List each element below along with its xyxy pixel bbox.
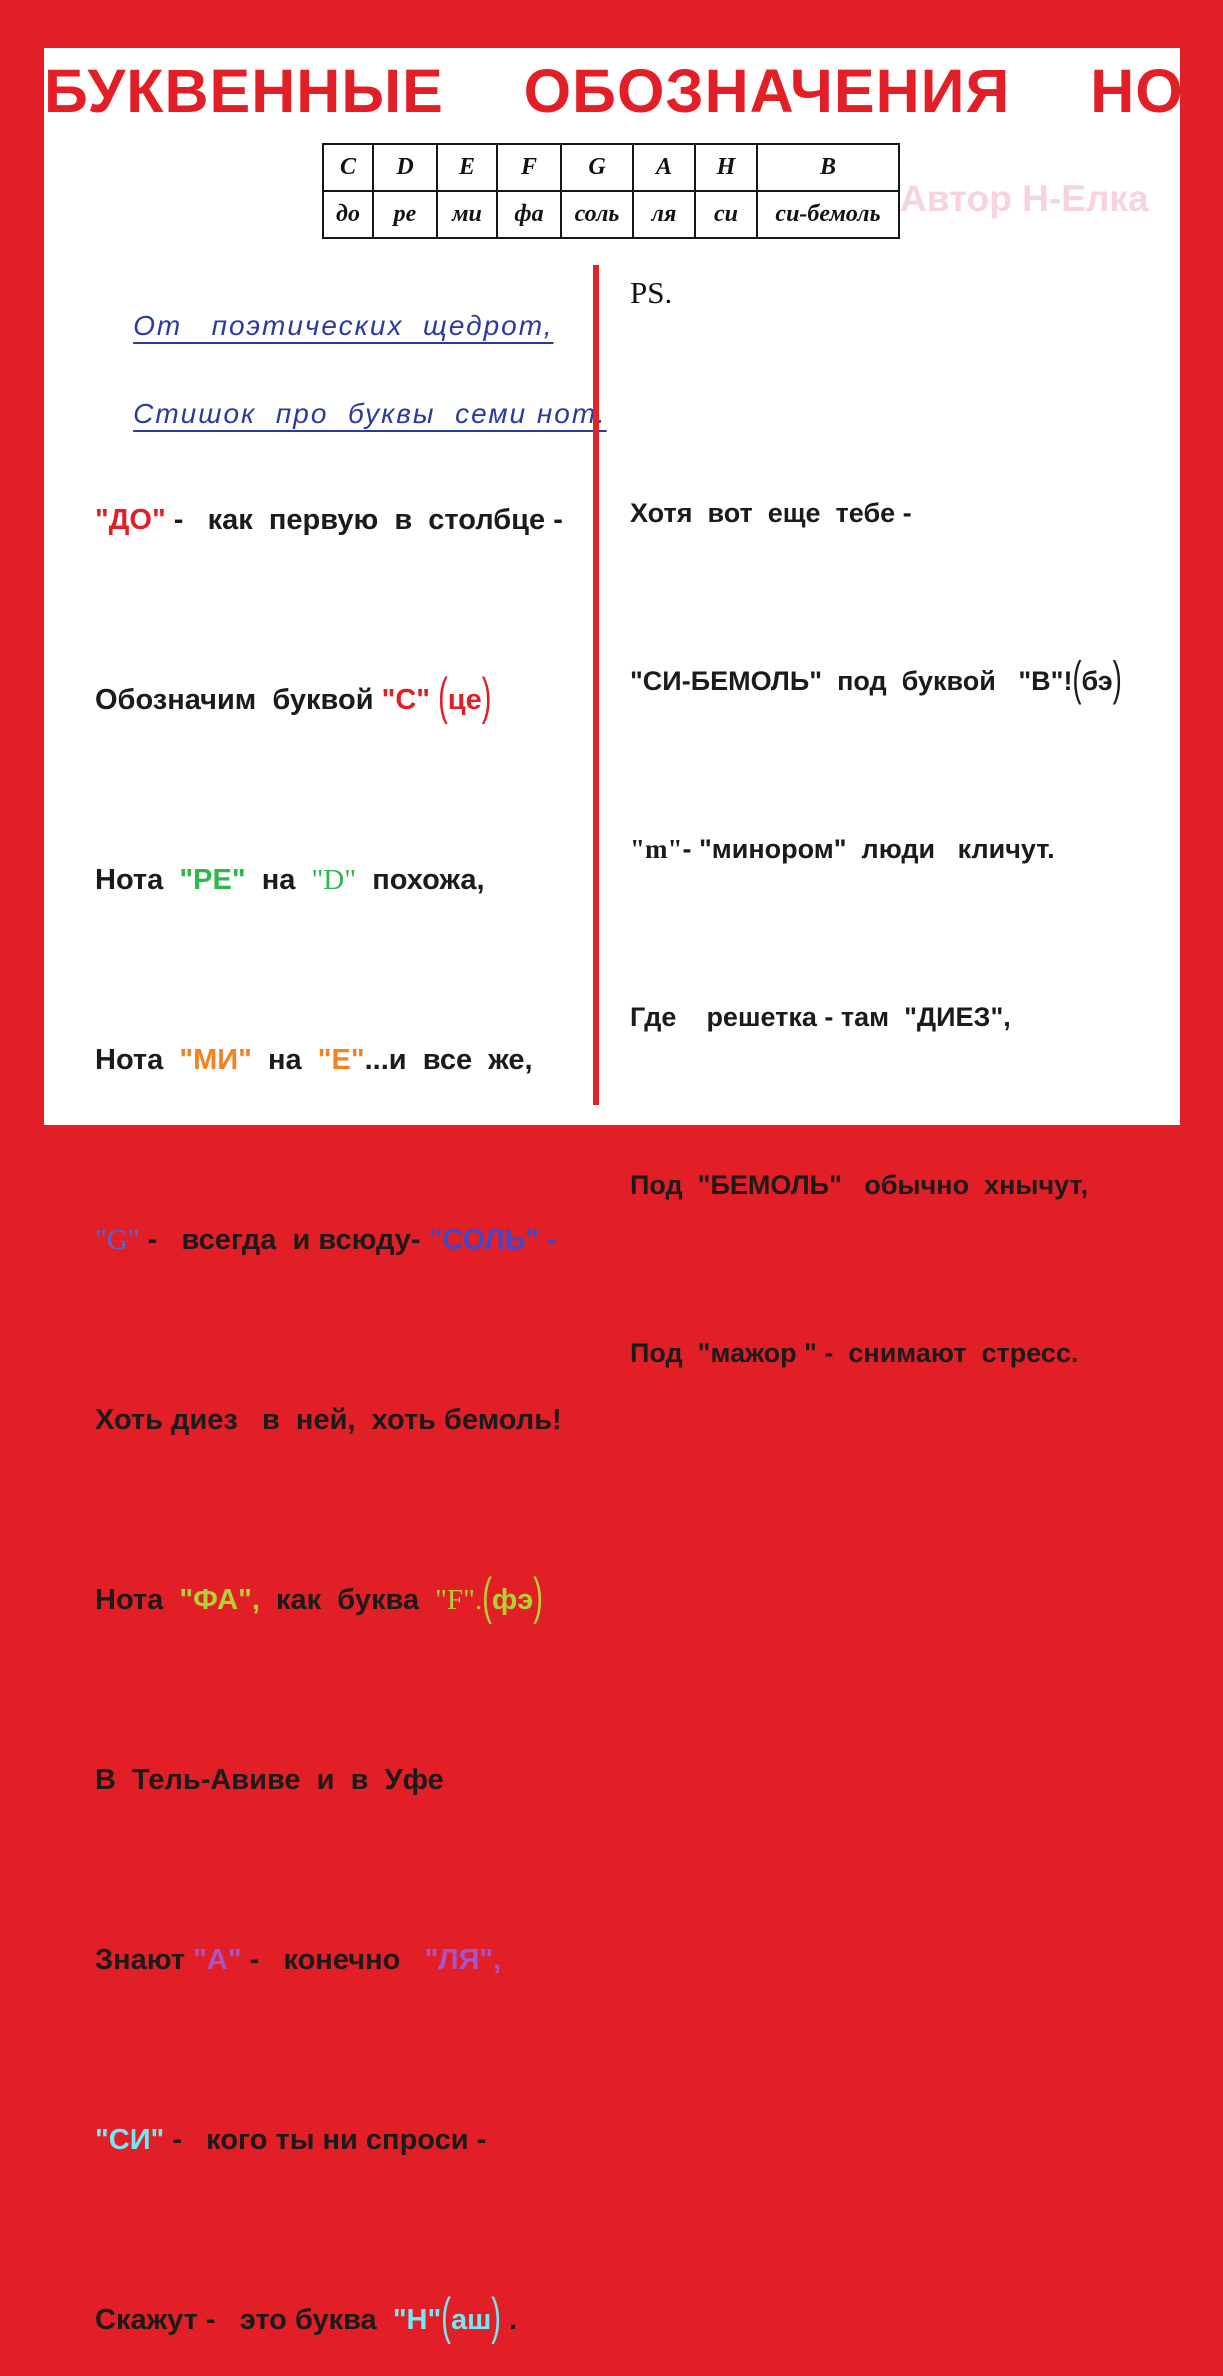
- cell-note-sol: соль: [560, 190, 634, 239]
- note-re: "РЕ": [179, 864, 246, 896]
- open-paren: (: [438, 669, 448, 726]
- cell-note-si: си: [694, 190, 758, 239]
- cell-note-sibemol: си-бемоль: [756, 190, 900, 239]
- right-poem-part1: Хотя вот еще тебе - "СИ-БЕМОЛЬ" под букв…: [630, 373, 1122, 1493]
- cell-letter-d: D: [372, 143, 438, 192]
- cell-note-re: ре: [372, 190, 438, 239]
- letter-h: "Н": [392, 2304, 442, 2336]
- left-poem: "ДО" - как первую в столбце - Обозначим …: [95, 370, 563, 2376]
- pron-tse: це: [447, 684, 482, 716]
- author-watermark: Автор Н-Елка: [900, 178, 1149, 219]
- cell-letter-b: B: [756, 143, 900, 192]
- poem-line-sharp-flat: Хоть диез в ней, хоть бемоль!: [95, 1404, 562, 1436]
- cell-letter-f: F: [496, 143, 562, 192]
- pron-fe: фэ: [491, 1584, 534, 1616]
- poem-line-c: Обозначим буквой "С" (це): [95, 670, 563, 730]
- cell-letter-c: C: [322, 143, 374, 192]
- open-paren: (: [441, 2289, 451, 2346]
- letter-e: "Е": [317, 1044, 365, 1076]
- cell-letter-a: A: [632, 143, 696, 192]
- letter-g: "G": [95, 1224, 140, 1256]
- cell-note-do: до: [322, 190, 374, 239]
- pron-ash: аш: [450, 2304, 492, 2336]
- poster: { "title": "БУКВЕННЫЕ ОБОЗНАЧЕНИЯ НОТ", …: [44, 48, 1223, 2346]
- close-paren: ): [533, 1569, 543, 1626]
- poem-line-r4: Где решетка - там "ДИЕЗ",: [630, 1002, 1011, 1032]
- letter-d: "D": [311, 864, 357, 896]
- poem-line-r6: Под "мажор " - снимают стресс.: [630, 1338, 1079, 1368]
- ps-label: PS.: [630, 275, 673, 310]
- table-row-letters: C D E F G A H B: [322, 143, 900, 192]
- note-la: "ЛЯ",: [424, 1944, 502, 1976]
- letter-c: "С": [381, 684, 439, 716]
- note-fa: "ФА",: [179, 1584, 260, 1616]
- page-title: БУКВЕННЫЕ ОБОЗНАЧЕНИЯ НОТ: [44, 57, 1223, 125]
- cell-letter-g: G: [560, 143, 634, 192]
- cell-note-mi: ми: [436, 190, 498, 239]
- poem-line-h: Скажут - это буква "Н"(аш) .: [95, 2290, 563, 2350]
- cell-note-la: ля: [632, 190, 696, 239]
- close-paren: ): [491, 2289, 501, 2346]
- poem-line-r1: Хотя вот еще тебе -: [630, 498, 912, 528]
- open-paren: (: [482, 1569, 492, 1626]
- column-divider: [593, 265, 599, 1105]
- poem-line-fa: Нота "ФА", как буква "F".(фэ): [95, 1570, 563, 1630]
- right-poem-part2: [630, 753, 660, 1537]
- poem-line-telaviv: В Тель-Авиве и в Уфе: [95, 1764, 444, 1796]
- poem-line-re: Нота "РЕ" на "D" похожа,: [95, 864, 485, 896]
- close-paren: ): [1112, 652, 1122, 706]
- note-si: "СИ": [95, 2124, 165, 2156]
- handwritten-line-1: От поэтических щедрот,: [133, 310, 554, 341]
- open-paren: (: [1072, 652, 1082, 706]
- poem-line-r3: "m"- "минором" люди кличут.: [630, 834, 1055, 864]
- table-row-syllables: до ре ми фа соль ля си си-бемоль: [322, 190, 900, 239]
- letter-f: "F".: [435, 1584, 483, 1616]
- cell-letter-h: H: [694, 143, 758, 192]
- content-panel: БУКВЕННЫЕ ОБОЗНАЧЕНИЯ НОТ C D E F G A H …: [44, 48, 1223, 2346]
- poem-line-r2: "СИ-БЕМОЛЬ" под буквой "В"!(бэ): [630, 653, 1122, 709]
- pron-be: бэ: [1081, 666, 1113, 696]
- cell-letter-e: E: [436, 143, 498, 192]
- note-sol: "СОЛЬ": [428, 1224, 540, 1256]
- poem-line-si: "СИ" - кого ты ни спроси -: [95, 2124, 487, 2156]
- poem-line-r5: Под "БЕМОЛЬ" обычно хнычут,: [630, 1170, 1089, 1200]
- note-mi: "МИ": [179, 1044, 252, 1076]
- note-letters-table: C D E F G A H B до ре ми фа соль ля си с…: [322, 143, 900, 239]
- handwritten-heading: От поэтических щедрот, Стишок про буквы …: [94, 260, 607, 480]
- poem-line-sol: "G" - всегда и всюду- "СОЛЬ" -: [95, 1224, 558, 1256]
- poem-line-la: Знают "А" - конечно "ЛЯ",: [95, 1944, 502, 1976]
- poem-line-do: "ДО" - как первую в столбце -: [95, 504, 563, 536]
- letter-m: "m": [630, 834, 683, 864]
- letter-a: "А": [193, 1944, 242, 1976]
- close-paren: ): [481, 669, 492, 726]
- note-do: "ДО": [95, 504, 166, 536]
- handwritten-line-2: Стишок про буквы семи нот.: [133, 398, 607, 429]
- cell-note-fa: фа: [496, 190, 562, 239]
- poem-line-mi: Нота "МИ" на "Е"...и все же,: [95, 1044, 533, 1076]
